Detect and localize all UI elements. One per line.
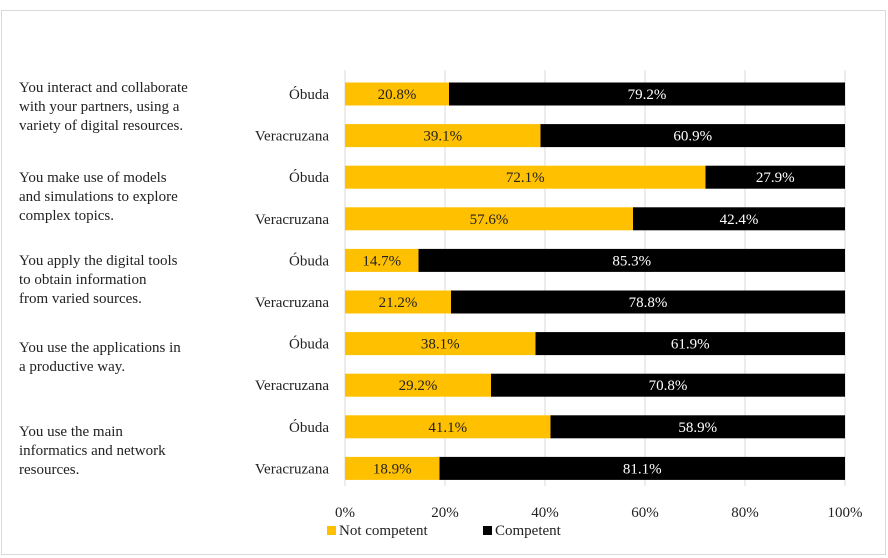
bar-segment — [491, 373, 845, 397]
data-label: 81.1% — [623, 461, 662, 477]
group-label-line: You use the applications in — [19, 340, 181, 356]
data-label: 21.2% — [379, 295, 418, 311]
category-label: Óbuda — [289, 252, 329, 269]
group-label-line: You use the main — [19, 424, 123, 440]
data-label: 39.1% — [423, 129, 462, 145]
group-label-line: from varied sources. — [19, 291, 142, 307]
bar-segment — [345, 415, 551, 439]
category-label: Óbuda — [289, 419, 329, 436]
legend-swatch — [483, 526, 492, 535]
x-tick-label: 60% — [631, 505, 659, 521]
x-tick-label: 80% — [731, 505, 759, 521]
group-label-line: You interact and collaborate — [19, 80, 188, 96]
bar-segment — [345, 373, 491, 397]
group-label-line: You make use of models — [19, 170, 167, 186]
bar-segment — [345, 165, 706, 189]
bar-segment — [345, 248, 419, 272]
group-label-line: and simulations to explore — [19, 189, 178, 205]
category-label: Óbuda — [289, 336, 329, 353]
bar-segment — [345, 456, 440, 480]
data-label: 72.1% — [506, 170, 545, 186]
data-label: 61.9% — [671, 337, 710, 353]
data-label: 38.1% — [421, 337, 460, 353]
bar-segment — [550, 415, 845, 439]
data-label: 18.9% — [373, 461, 412, 477]
bar-segment — [535, 332, 845, 356]
group-label-line: to obtain information — [19, 272, 147, 288]
bar-segment — [439, 456, 845, 480]
bar-segment — [705, 165, 845, 189]
group-label-line: resources. — [19, 462, 79, 478]
category-label: Veracruzana — [255, 295, 329, 311]
group-label-line: informatics and network — [19, 443, 166, 459]
bar-segment — [345, 124, 541, 148]
data-label: 42.4% — [720, 212, 759, 228]
x-tick-label: 0% — [335, 505, 355, 521]
x-tick-label: 20% — [431, 505, 459, 521]
bar-segment — [633, 207, 845, 231]
group-label-line: with your partners, using a — [19, 99, 180, 115]
category-label: Óbuda — [289, 169, 329, 186]
legend-swatch — [327, 526, 336, 535]
bar-segment — [345, 290, 451, 314]
data-label: 14.7% — [362, 253, 401, 269]
x-tick-label: 100% — [828, 505, 863, 521]
bar-segment — [451, 290, 845, 314]
data-label: 29.2% — [399, 378, 438, 394]
bar-segment — [418, 248, 845, 272]
bar-segment — [345, 207, 633, 231]
group-label-line: You apply the digital tools — [19, 253, 178, 269]
data-label: 41.1% — [428, 420, 467, 436]
data-label: 57.6% — [470, 212, 509, 228]
legend-label: Not competent — [339, 523, 429, 539]
category-label: Veracruzana — [255, 212, 329, 228]
group-label-line: a productive way. — [19, 359, 125, 375]
category-label: Óbuda — [289, 86, 329, 103]
data-label: 58.9% — [678, 420, 717, 436]
group-label-line: complex topics. — [19, 208, 114, 224]
bar-segment — [540, 124, 845, 148]
bar-segment — [345, 332, 536, 356]
category-label: Veracruzana — [255, 461, 329, 477]
category-label: Veracruzana — [255, 378, 329, 394]
chart-frame — [1, 10, 886, 555]
data-label: 60.9% — [673, 129, 712, 145]
x-tick-label: 40% — [531, 505, 559, 521]
data-label: 20.8% — [378, 87, 417, 103]
legend-label: Competent — [495, 523, 562, 539]
data-label: 79.2% — [628, 87, 667, 103]
group-label-line: variety of digital resources. — [19, 118, 183, 134]
data-label: 70.8% — [649, 378, 688, 394]
category-label: Veracruzana — [255, 129, 329, 145]
bar-segment — [449, 82, 845, 106]
data-label: 85.3% — [612, 253, 651, 269]
data-label: 78.8% — [629, 295, 668, 311]
bar-segment — [345, 82, 449, 106]
data-label: 27.9% — [756, 170, 795, 186]
